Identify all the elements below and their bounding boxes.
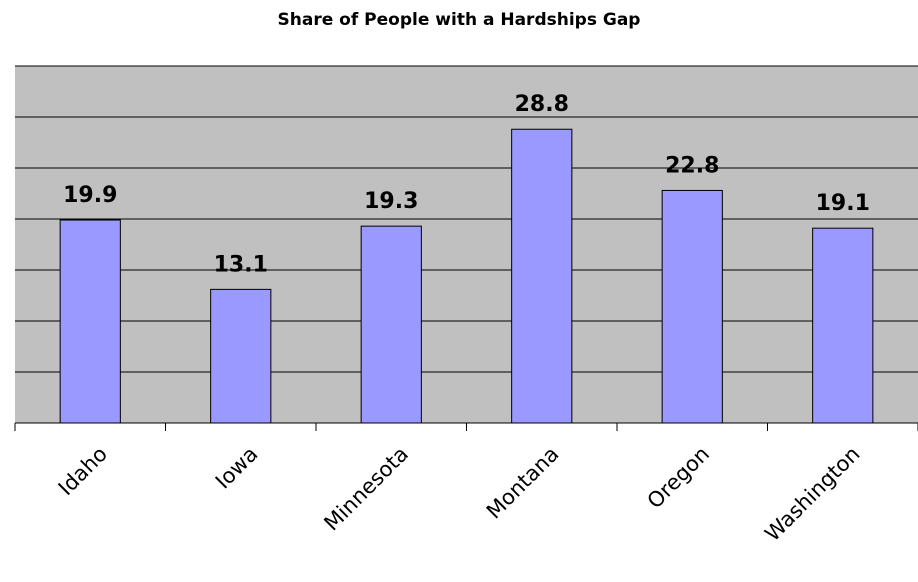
value-label: 22.8 <box>665 153 719 178</box>
value-label: 28.8 <box>515 92 569 117</box>
bar <box>812 227 874 424</box>
value-label: 19.9 <box>63 183 117 208</box>
x-tick-label: Montana <box>482 442 564 524</box>
value-label: 19.1 <box>816 191 870 216</box>
x-tick-label: Idaho <box>54 442 112 500</box>
x-tick-label: Minnesota <box>319 442 413 536</box>
bar <box>59 219 121 424</box>
value-label: 19.3 <box>364 189 418 214</box>
plot-area <box>15 66 918 423</box>
bar <box>360 225 422 424</box>
x-tick-label: Iowa <box>211 442 263 494</box>
chart-title: Share of People with a Hardships Gap <box>278 10 641 30</box>
bar <box>661 189 723 424</box>
value-label: 13.1 <box>214 252 268 277</box>
x-tick-label: Washington <box>760 442 864 546</box>
bar <box>210 288 272 424</box>
x-tick-label: Oregon <box>643 442 714 513</box>
bar <box>511 128 573 424</box>
